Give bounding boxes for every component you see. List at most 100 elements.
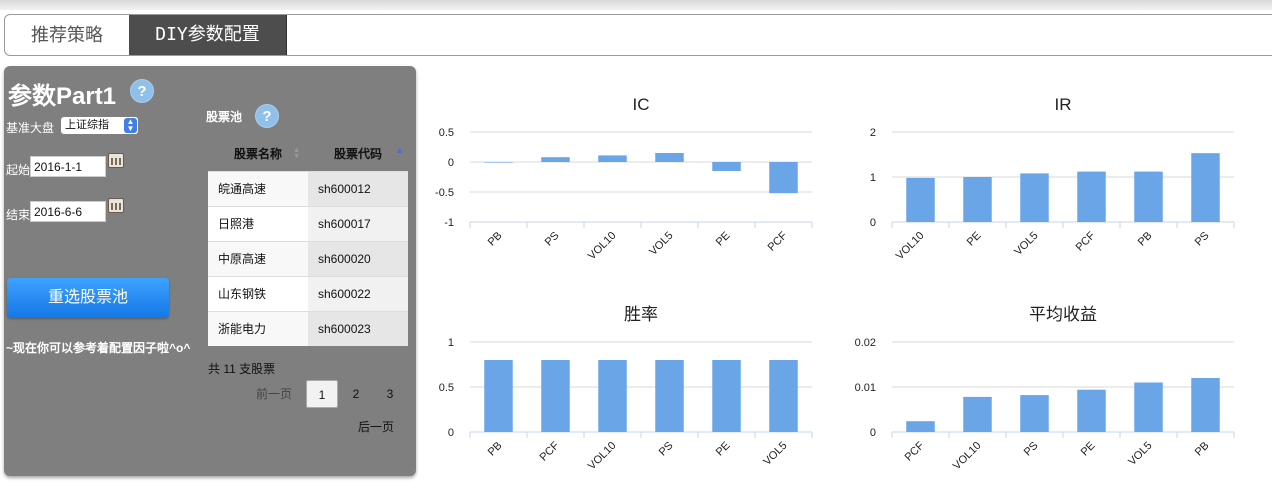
x-tick-label: PB xyxy=(1136,230,1155,249)
y-tick-label: 0.02 xyxy=(855,337,876,349)
bar-vol10[interactable] xyxy=(598,155,627,162)
bar-pcf[interactable] xyxy=(906,421,935,432)
bar-vol5[interactable] xyxy=(1020,173,1049,222)
help-icon[interactable]: ? xyxy=(130,79,154,103)
chart-title: IR xyxy=(1055,95,1072,114)
stock-pool-label: 股票池 xyxy=(206,110,243,124)
next-page-button[interactable]: 后一页 xyxy=(358,420,395,434)
table-row[interactable]: 浙能电力 sh600023 xyxy=(208,310,408,346)
x-tick-label: PS xyxy=(657,440,676,459)
bar-pcf[interactable] xyxy=(1077,171,1106,222)
x-tick-label: PB xyxy=(486,440,505,459)
page-2-button[interactable]: 2 xyxy=(352,387,360,401)
bar-pe[interactable] xyxy=(712,360,741,432)
bar-ps[interactable] xyxy=(655,360,684,432)
y-tick-label: 0.01 xyxy=(855,382,876,394)
table-row[interactable]: 日照港 sh600017 xyxy=(208,205,408,241)
column-header-code[interactable]: 股票代码 ▲ xyxy=(308,137,408,171)
start-date-input[interactable]: 2016-1-1 xyxy=(30,156,106,177)
reselect-pool-button[interactable]: 重选股票池 xyxy=(7,278,169,318)
bar-ps[interactable] xyxy=(1020,395,1049,432)
column-header-name[interactable]: 股票名称 ▲ ▼ xyxy=(208,137,308,171)
chevron-updown-icon: ▲ ▼ xyxy=(124,118,137,133)
page-1-button[interactable]: 1 xyxy=(306,380,338,408)
bar-vol5[interactable] xyxy=(769,360,798,432)
y-tick-label: -0.5 xyxy=(435,187,454,199)
x-tick-label: VOL5 xyxy=(1012,230,1040,258)
bar-vol10[interactable] xyxy=(906,177,935,222)
table-row[interactable]: 山东钢铁 sh600022 xyxy=(208,275,408,311)
y-tick-label: 1 xyxy=(870,172,876,184)
y-tick-label: 0 xyxy=(870,427,876,439)
y-tick-label: -1 xyxy=(444,217,454,229)
bar-ps[interactable] xyxy=(541,157,570,162)
y-tick-label: 1 xyxy=(448,337,454,349)
x-tick-label: PCF xyxy=(766,229,790,253)
benchmark-label: 基准大盘 xyxy=(6,121,55,135)
tab-bar: 推荐策略 DIY参数配置 xyxy=(4,14,1272,56)
y-tick-label: 2 xyxy=(870,127,876,139)
bar-pcf[interactable] xyxy=(541,360,570,432)
benchmark-select[interactable]: 上证综指 ▲ ▼ xyxy=(61,117,138,134)
x-tick-label: PS xyxy=(543,230,562,249)
chart-win-rate: 胜率 1 0.5 0 PB PCF VOL10 PS PE VOL5 xyxy=(420,296,830,486)
chart-title: 胜率 xyxy=(624,305,658,324)
table-row[interactable]: 皖通高速 sh600012 xyxy=(208,170,408,206)
chart-title: 平均收益 xyxy=(1029,305,1097,324)
bar-vol10[interactable] xyxy=(598,360,627,432)
help-icon[interactable]: ? xyxy=(255,104,279,128)
bar-pb[interactable] xyxy=(484,360,513,432)
x-tick-label: VOL5 xyxy=(647,230,675,258)
x-tick-label: VOL10 xyxy=(586,440,619,473)
bar-pe[interactable] xyxy=(712,162,741,171)
tab-recommended-strategy[interactable]: 推荐策略 xyxy=(31,25,103,45)
end-date-input[interactable]: 2016-6-6 xyxy=(30,201,106,222)
bar-pcf[interactable] xyxy=(769,162,798,194)
x-tick-label: VOL10 xyxy=(586,230,619,263)
bar-ps[interactable] xyxy=(1191,153,1220,222)
page-3-button[interactable]: 3 xyxy=(386,387,394,401)
bar-vol10[interactable] xyxy=(963,396,992,432)
y-tick-label: 0.5 xyxy=(439,382,454,394)
table-row[interactable]: 中原高速 sh600020 xyxy=(208,240,408,276)
x-tick-label: PB xyxy=(486,230,505,249)
bar-vol5[interactable] xyxy=(1134,382,1163,433)
sort-icon: ▲ ▼ xyxy=(293,147,300,160)
x-tick-label: PCF xyxy=(538,439,562,463)
stock-count: 共 11 支股票 xyxy=(208,362,276,376)
y-tick-label: 0.5 xyxy=(439,127,454,139)
start-date-label: 起始 xyxy=(6,163,31,177)
x-tick-label: VOL10 xyxy=(951,440,984,473)
bar-vol5[interactable] xyxy=(655,153,684,162)
bar-pe[interactable] xyxy=(1077,389,1106,432)
x-tick-label: PB xyxy=(1193,440,1212,459)
chart-ic: IC 0.5 0 -0.5 -1 PB PS VOL10 VOL5 PE PCF xyxy=(420,86,830,276)
prev-page-button[interactable]: 前一页 xyxy=(255,387,292,401)
chart-svg: IC 0.5 0 -0.5 -1 PB PS VOL10 VOL5 PE PCF xyxy=(435,95,813,263)
x-tick-label: PE xyxy=(965,230,984,249)
x-tick-label: PS xyxy=(1193,230,1212,249)
hint-text: ~现在你可以参考着配置因子啦^o^ xyxy=(6,341,191,355)
stock-table: 股票名称 ▲ ▼ 股票代码 ▲ 皖通高速 sh600012 日照港 sh600017 中原… xyxy=(208,137,408,346)
y-tick-label: 0 xyxy=(448,427,454,439)
calendar-icon[interactable] xyxy=(108,198,124,213)
x-tick-label: PE xyxy=(714,230,733,249)
chart-svg: 胜率 1 0.5 0 PB PCF VOL10 PS PE VOL5 xyxy=(439,305,813,473)
bar-pb[interactable] xyxy=(1191,378,1220,432)
x-tick-label: PS xyxy=(1022,440,1041,459)
chart-title: IC xyxy=(633,95,650,114)
chart-svg: 平均收益 0.02 0.01 0 PCF VOL10 PS PE VOL5 PB xyxy=(855,305,1235,473)
bar-pe[interactable] xyxy=(963,177,992,222)
bar-pb[interactable] xyxy=(484,162,513,163)
x-tick-label: PE xyxy=(1079,440,1098,459)
y-tick-label: 0 xyxy=(870,217,876,229)
calendar-icon[interactable] xyxy=(108,153,124,168)
params-panel: 参数Part1 ? 基准大盘 上证综指 ▲ ▼ 起始 2016-1-1 结束 20… xyxy=(4,66,416,476)
panel-title: 参数Part1 xyxy=(8,83,117,110)
chart-svg: IR 2 1 0 VOL10 PE VOL5 PCF PB PS xyxy=(870,95,1235,262)
x-tick-label: VOL5 xyxy=(761,440,789,468)
tab-diy-config[interactable]: DIY参数配置 xyxy=(129,15,287,55)
bar-pb[interactable] xyxy=(1134,171,1163,222)
y-tick-label: 0 xyxy=(448,157,454,169)
browser-top-edge xyxy=(0,0,1272,10)
